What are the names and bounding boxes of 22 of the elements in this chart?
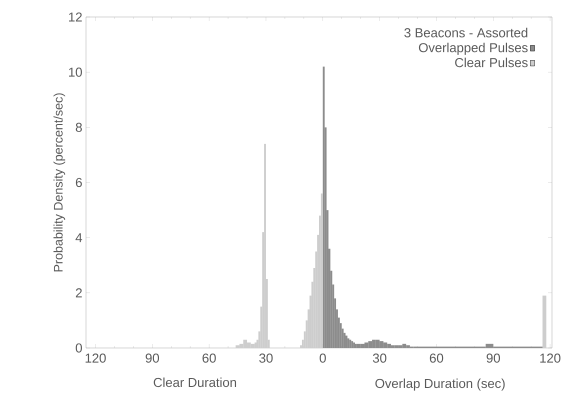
y-tick-label: 8 <box>76 122 82 132</box>
y-tick-label: 4 <box>76 233 82 242</box>
y-tick-label: 6 <box>76 178 82 188</box>
x-tick-label: 90 <box>146 354 160 363</box>
x-tick-label: 0 <box>320 354 326 363</box>
legend-label: Overlapped Pulses <box>418 42 528 55</box>
text: Clear Duration <box>154 378 236 388</box>
x-axis-title: Overlap Duration (sec) <box>375 378 505 391</box>
y-tick-label: 12 <box>69 12 82 22</box>
x-tick-label: 120 <box>86 354 106 363</box>
y-tick-label: 2 <box>76 288 82 298</box>
x-tick-label: 120 <box>540 354 560 363</box>
x-tick-label: 30 <box>259 354 273 363</box>
y-tick-label: 10 <box>69 68 82 77</box>
y-axis-title: Probability Density (percent/sec) <box>53 93 66 272</box>
y-tick-label: 0 <box>76 343 82 353</box>
legend-title: 3 Beacons - Assorted <box>404 28 528 38</box>
x-tick-label: 60 <box>430 354 444 363</box>
x-tick-label: 30 <box>372 354 386 363</box>
x-tick-label: 90 <box>486 354 500 363</box>
legend-label: Clear Pulses <box>455 58 528 68</box>
x-tick-label: 60 <box>202 354 216 363</box>
